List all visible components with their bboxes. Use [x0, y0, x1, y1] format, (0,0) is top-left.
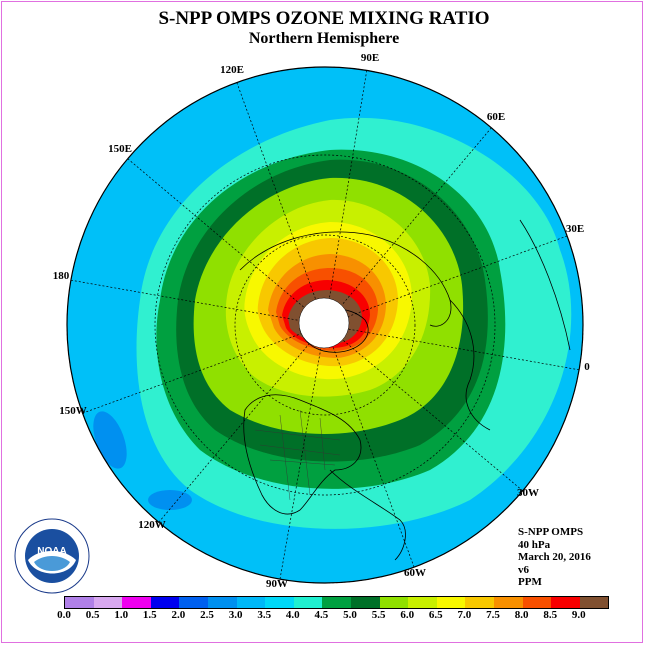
colorbar-tick-label: 9.0: [571, 609, 586, 621]
low-ozone-patch: [148, 490, 192, 510]
lon-label-90e: 90E: [361, 52, 379, 64]
lon-label-150w: 150W: [59, 405, 87, 417]
colorbar-tick-label: 2.0: [171, 609, 186, 621]
colorbar-swatch: [207, 597, 237, 608]
colorbar: [64, 596, 610, 609]
colorbar-ticks: 0.0 0.5 1.0 1.5 2.0 2.5 3.0 3.5 4.0 4.5 5.0 5.5 6.0 6…: [50, 609, 610, 623]
info-instrument: S-NPP OMPS: [518, 526, 584, 538]
colorbar-tick-label: 7.0: [457, 609, 472, 621]
colorbar-tick-label: 1.5: [142, 609, 157, 621]
lon-label-60e: 60E: [487, 111, 505, 123]
lon-label-0: 0: [584, 361, 590, 373]
colorbar-swatch: [179, 597, 208, 608]
pole-no-data: [298, 297, 350, 349]
colorbar-tick-label: 3.0: [228, 609, 243, 621]
colorbar-tick-label: 0.5: [85, 609, 100, 621]
colorbar-swatch: [551, 597, 580, 608]
colorbar-swatch: [465, 597, 494, 608]
colorbar-swatch: [522, 597, 552, 608]
colorbar-swatch: [436, 597, 466, 608]
map-boundary: [66, 66, 584, 584]
colorbar-tick-label: 8.5: [543, 609, 558, 621]
colorbar-tick-label: 6.5: [428, 609, 443, 621]
colorbar-swatch: [379, 597, 409, 608]
colorbar-swatch: [293, 597, 323, 608]
colorbar-swatch: [408, 597, 437, 608]
north-america-outline: [243, 394, 362, 515]
colorbar-swatch: [150, 597, 180, 608]
lon-label-120w: 120W: [138, 519, 166, 531]
colorbar-tick-label: 1.0: [114, 609, 129, 621]
colorbar-swatch: [265, 597, 294, 608]
colorbar-tick-label: 2.5: [200, 609, 214, 621]
lon-label-150e: 150E: [108, 143, 132, 155]
lon-label-90w: 90W: [266, 578, 288, 590]
lon-label-30w: 30W: [517, 487, 539, 499]
lon-label-30e: 30E: [566, 223, 584, 235]
colorbar-tick-label: 4.0: [285, 609, 300, 621]
colorbar-swatch: [93, 597, 123, 608]
colorbar-tick-label: 3.5: [257, 609, 272, 621]
eurasia-outline: [239, 231, 452, 327]
colorbar-tick-label: 8.0: [514, 609, 529, 621]
colorbar-swatch: [493, 597, 523, 608]
map-title: S-NPP OMPS OZONE MIXING RATIO: [158, 8, 490, 29]
info-version: v6: [518, 563, 529, 576]
lon-label-60w: 60W: [404, 567, 426, 579]
colorbar-swatch: [236, 597, 266, 608]
colorbar-swatch: [322, 597, 351, 608]
colorbar-tick-label: 4.5: [314, 609, 329, 621]
colorbar-tick-label: 5.0: [343, 609, 357, 621]
lon-label-120e: 120E: [220, 64, 244, 76]
noaa-logo-icon: NOAA: [14, 518, 90, 594]
info-block: S-NPP OMPS 40 hPa March 20, 2016 v6 PPM: [518, 526, 591, 589]
east-coast-outline: [519, 219, 571, 351]
colorbar-swatch: [350, 597, 380, 608]
colorbar-swatch: [579, 597, 609, 608]
colorbar-tick-label: 0.0: [57, 609, 71, 621]
map-subtitle: Northern Hemisphere: [248, 30, 400, 47]
colorbar-swatch: [122, 597, 151, 608]
colorbar-tick-label: 5.5: [371, 609, 386, 621]
colorbar-swatch: [65, 597, 94, 608]
info-date: March 20, 2016: [518, 551, 591, 563]
central-america-outline: [329, 469, 406, 561]
colorbar-tick-label: 7.5: [486, 609, 500, 621]
europe-africa-outline: [449, 299, 491, 431]
noaa-logo-text: NOAA: [37, 546, 66, 557]
info-units: PPM: [518, 576, 542, 588]
lon-label-180: 180: [53, 270, 70, 282]
info-level: 40 hPa: [518, 538, 551, 551]
colorbar-tick-label: 6.0: [400, 609, 415, 621]
state-borders: [254, 409, 341, 501]
